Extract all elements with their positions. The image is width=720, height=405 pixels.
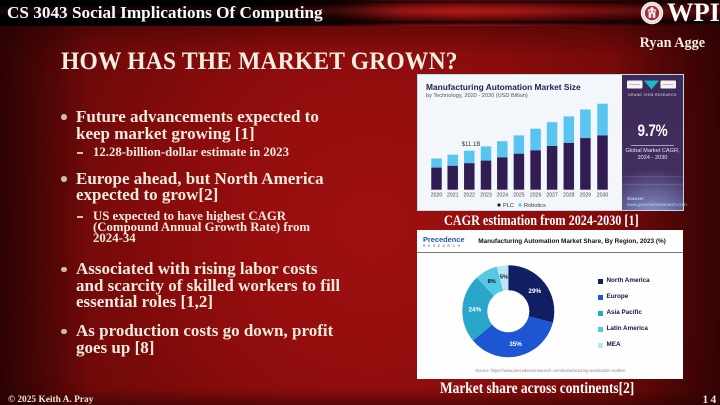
svg-text:29%: 29% xyxy=(528,288,541,295)
svg-text:24%: 24% xyxy=(469,306,482,313)
svg-text:2022: 2022 xyxy=(464,193,476,199)
svg-text:35%: 35% xyxy=(509,341,522,348)
svg-text:2030: 2030 xyxy=(597,193,609,199)
svg-text:2021: 2021 xyxy=(447,193,459,199)
svg-text:2026: 2026 xyxy=(530,193,542,199)
svg-text:2028: 2028 xyxy=(563,193,575,199)
svg-text:2020: 2020 xyxy=(431,193,443,199)
svg-text:5%: 5% xyxy=(500,275,508,281)
svg-text:8%: 8% xyxy=(488,279,496,285)
svg-text:Robotics: Robotics xyxy=(524,203,546,209)
svg-text:2027: 2027 xyxy=(546,193,558,199)
svg-text:$11.1B: $11.1B xyxy=(462,141,481,148)
svg-text:2024: 2024 xyxy=(497,193,509,199)
svg-text:PLC: PLC xyxy=(503,203,514,209)
svg-text:2025: 2025 xyxy=(513,193,525,199)
svg-text:2023: 2023 xyxy=(480,193,492,199)
svg-text:2029: 2029 xyxy=(580,193,592,199)
